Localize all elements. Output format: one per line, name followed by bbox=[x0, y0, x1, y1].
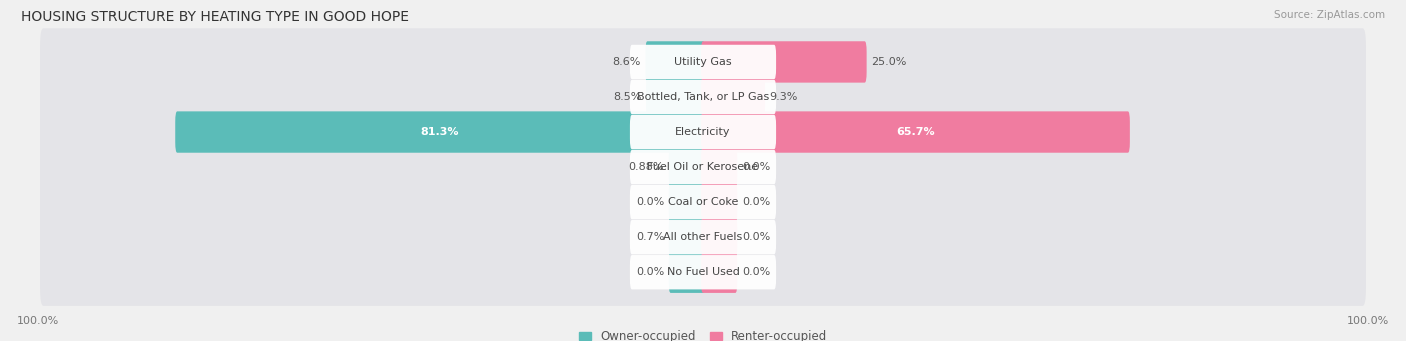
Text: 0.0%: 0.0% bbox=[636, 197, 664, 207]
FancyBboxPatch shape bbox=[41, 63, 1367, 131]
FancyBboxPatch shape bbox=[176, 112, 704, 153]
Text: Coal or Coke: Coal or Coke bbox=[668, 197, 738, 207]
FancyBboxPatch shape bbox=[702, 76, 765, 118]
Text: 0.7%: 0.7% bbox=[636, 232, 664, 242]
Legend: Owner-occupied, Renter-occupied: Owner-occupied, Renter-occupied bbox=[579, 330, 827, 341]
FancyBboxPatch shape bbox=[630, 150, 776, 184]
FancyBboxPatch shape bbox=[630, 45, 776, 79]
FancyBboxPatch shape bbox=[702, 217, 737, 258]
FancyBboxPatch shape bbox=[669, 217, 704, 258]
Text: All other Fuels: All other Fuels bbox=[664, 232, 742, 242]
FancyBboxPatch shape bbox=[702, 252, 737, 293]
Text: Electricity: Electricity bbox=[675, 127, 731, 137]
Text: Source: ZipAtlas.com: Source: ZipAtlas.com bbox=[1274, 10, 1385, 20]
Text: 0.0%: 0.0% bbox=[742, 162, 770, 172]
Text: 0.0%: 0.0% bbox=[742, 232, 770, 242]
FancyBboxPatch shape bbox=[702, 41, 866, 83]
FancyBboxPatch shape bbox=[702, 112, 1130, 153]
Text: Bottled, Tank, or LP Gas: Bottled, Tank, or LP Gas bbox=[637, 92, 769, 102]
FancyBboxPatch shape bbox=[630, 115, 776, 149]
FancyBboxPatch shape bbox=[630, 220, 776, 254]
Text: No Fuel Used: No Fuel Used bbox=[666, 267, 740, 277]
Text: Fuel Oil or Kerosene: Fuel Oil or Kerosene bbox=[647, 162, 759, 172]
Text: 0.0%: 0.0% bbox=[742, 197, 770, 207]
FancyBboxPatch shape bbox=[41, 239, 1367, 306]
FancyBboxPatch shape bbox=[41, 168, 1367, 236]
Text: 0.88%: 0.88% bbox=[628, 162, 664, 172]
Text: 100.0%: 100.0% bbox=[17, 315, 59, 326]
Text: 25.0%: 25.0% bbox=[872, 57, 907, 67]
FancyBboxPatch shape bbox=[647, 76, 704, 118]
Text: 9.3%: 9.3% bbox=[769, 92, 799, 102]
FancyBboxPatch shape bbox=[669, 146, 704, 188]
Text: HOUSING STRUCTURE BY HEATING TYPE IN GOOD HOPE: HOUSING STRUCTURE BY HEATING TYPE IN GOO… bbox=[21, 10, 409, 24]
FancyBboxPatch shape bbox=[630, 80, 776, 114]
FancyBboxPatch shape bbox=[41, 204, 1367, 271]
Text: 8.6%: 8.6% bbox=[613, 57, 641, 67]
FancyBboxPatch shape bbox=[630, 185, 776, 219]
Text: 8.5%: 8.5% bbox=[613, 92, 641, 102]
FancyBboxPatch shape bbox=[669, 181, 704, 223]
FancyBboxPatch shape bbox=[702, 146, 737, 188]
FancyBboxPatch shape bbox=[645, 41, 704, 83]
FancyBboxPatch shape bbox=[669, 252, 704, 293]
Text: 0.0%: 0.0% bbox=[742, 267, 770, 277]
Text: 65.7%: 65.7% bbox=[896, 127, 935, 137]
Text: 0.0%: 0.0% bbox=[636, 267, 664, 277]
FancyBboxPatch shape bbox=[41, 28, 1367, 95]
Text: 81.3%: 81.3% bbox=[420, 127, 460, 137]
FancyBboxPatch shape bbox=[41, 133, 1367, 201]
FancyBboxPatch shape bbox=[702, 181, 737, 223]
FancyBboxPatch shape bbox=[630, 255, 776, 290]
FancyBboxPatch shape bbox=[41, 99, 1367, 166]
Text: 100.0%: 100.0% bbox=[1347, 315, 1389, 326]
Text: Utility Gas: Utility Gas bbox=[675, 57, 731, 67]
